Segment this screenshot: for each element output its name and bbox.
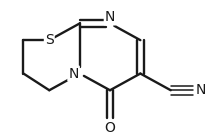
Text: N: N	[68, 67, 79, 81]
Text: N: N	[196, 83, 206, 97]
Text: S: S	[45, 33, 54, 47]
Text: O: O	[104, 121, 116, 135]
Text: N: N	[105, 10, 115, 24]
